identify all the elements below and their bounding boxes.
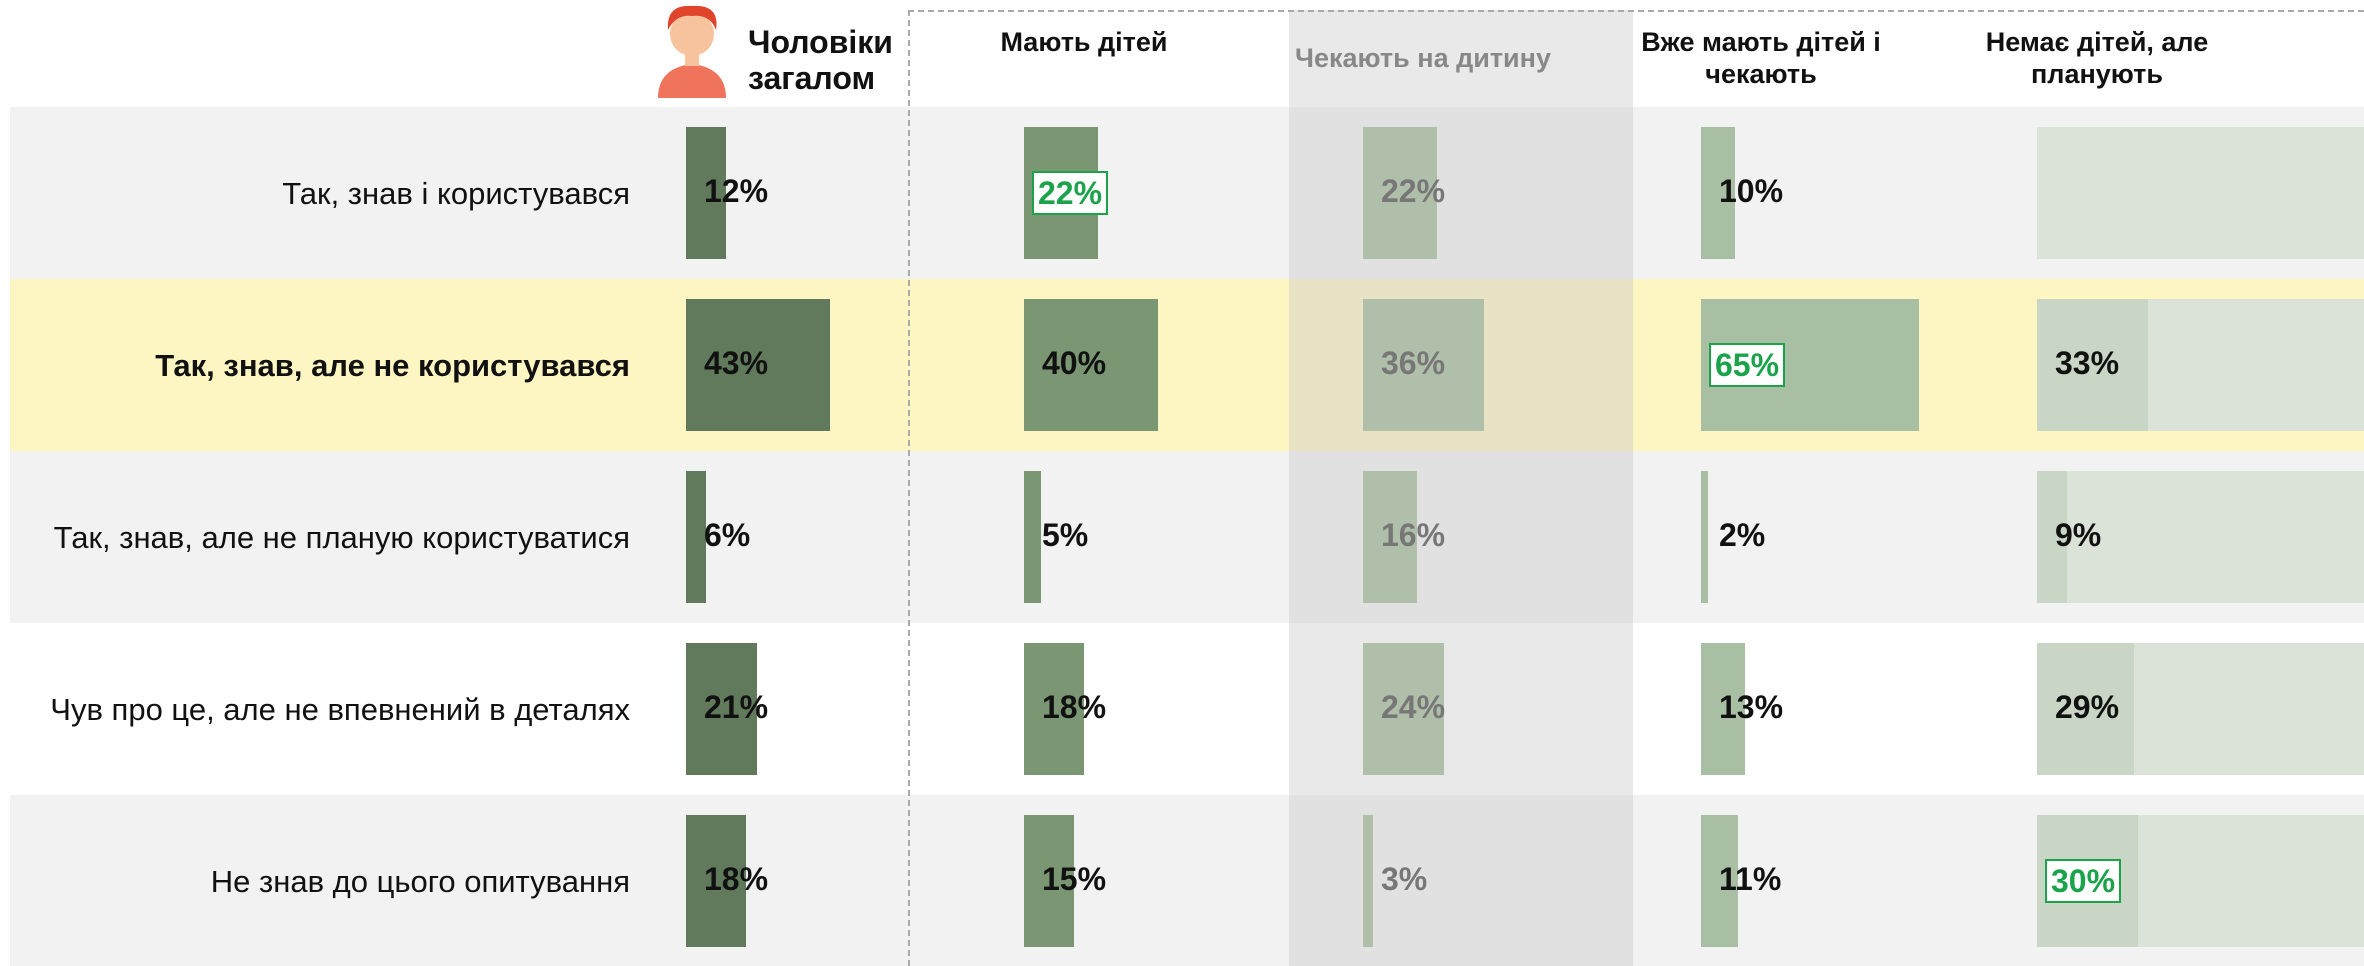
bar <box>686 643 757 775</box>
bar <box>1701 643 1745 775</box>
bar <box>1363 815 1374 947</box>
row-label: Так, знав, але не користувався <box>155 348 630 383</box>
value-label: 2% <box>1719 517 1766 553</box>
row-background <box>10 623 2364 795</box>
bar <box>1363 643 1444 775</box>
bar <box>686 127 727 259</box>
bar <box>2037 643 2135 775</box>
bar <box>1024 471 1041 603</box>
bar <box>686 299 831 431</box>
column-header: Немає дітей, але планують <box>1985 27 2209 89</box>
value-label: 13% <box>1719 689 1784 725</box>
person-icon <box>658 5 726 98</box>
value-label: 6% <box>704 517 751 553</box>
bar <box>1024 643 1085 775</box>
bar <box>1701 815 1738 947</box>
value-label: 11% <box>1719 861 1782 897</box>
value-label: 10% <box>1719 173 1784 209</box>
value-label: 12% <box>704 173 769 209</box>
bar <box>686 471 707 603</box>
bar <box>2037 471 2068 603</box>
bar <box>1024 815 1075 947</box>
column-header: Мають дітей <box>1000 27 1168 57</box>
value-label: 21% <box>704 689 769 725</box>
value-label: 29% <box>2055 689 2120 725</box>
bar <box>2037 299 2148 431</box>
value-label: 36% <box>1381 345 1446 381</box>
row-label: Чув про це, але не впевнений в деталях <box>50 692 630 727</box>
value-label: 40% <box>1042 345 1107 381</box>
value-label: 18% <box>704 861 769 897</box>
value-label: 22% <box>1032 171 1109 215</box>
bar <box>1701 471 1708 603</box>
value-label: 15% <box>1042 861 1107 897</box>
row-background <box>10 279 2364 451</box>
value-label: 22% <box>1381 173 1446 209</box>
divider <box>908 10 910 966</box>
bar-track <box>2037 127 2364 259</box>
value-label: 5% <box>1042 517 1089 553</box>
column-header: Вже мають дітей і чекають <box>1641 27 1881 89</box>
column-header: Чоловіки загалом <box>748 24 893 96</box>
bar <box>1701 127 1735 259</box>
bar <box>1363 127 1437 259</box>
bar <box>1363 299 1484 431</box>
row-background <box>10 795 2364 966</box>
row-label: Так, знав і користувався <box>282 176 630 211</box>
muted-column <box>1289 10 1633 966</box>
bar <box>1363 471 1417 603</box>
value-label: 18% <box>1042 689 1107 725</box>
value-label: 30% <box>2045 859 2122 903</box>
divider <box>908 10 2364 12</box>
bar <box>1024 299 1159 431</box>
value-label: 16% <box>1381 517 1446 553</box>
value-label: 33% <box>2055 345 2120 381</box>
row-label: Так, знав, але не планую користуватися <box>53 520 630 555</box>
column-header: Чекають на дитину <box>1295 43 1551 73</box>
row-label: Не знав до цього опитування <box>210 864 630 899</box>
value-label: 3% <box>1381 861 1428 897</box>
row-background <box>10 451 2364 623</box>
value-label: 24% <box>1381 689 1446 725</box>
bar-track <box>2037 471 2364 603</box>
bar <box>686 815 747 947</box>
row-background <box>10 107 2364 279</box>
value-label: 65% <box>1709 343 1786 387</box>
value-label: 43% <box>704 345 769 381</box>
value-label: 9% <box>2055 517 2102 553</box>
